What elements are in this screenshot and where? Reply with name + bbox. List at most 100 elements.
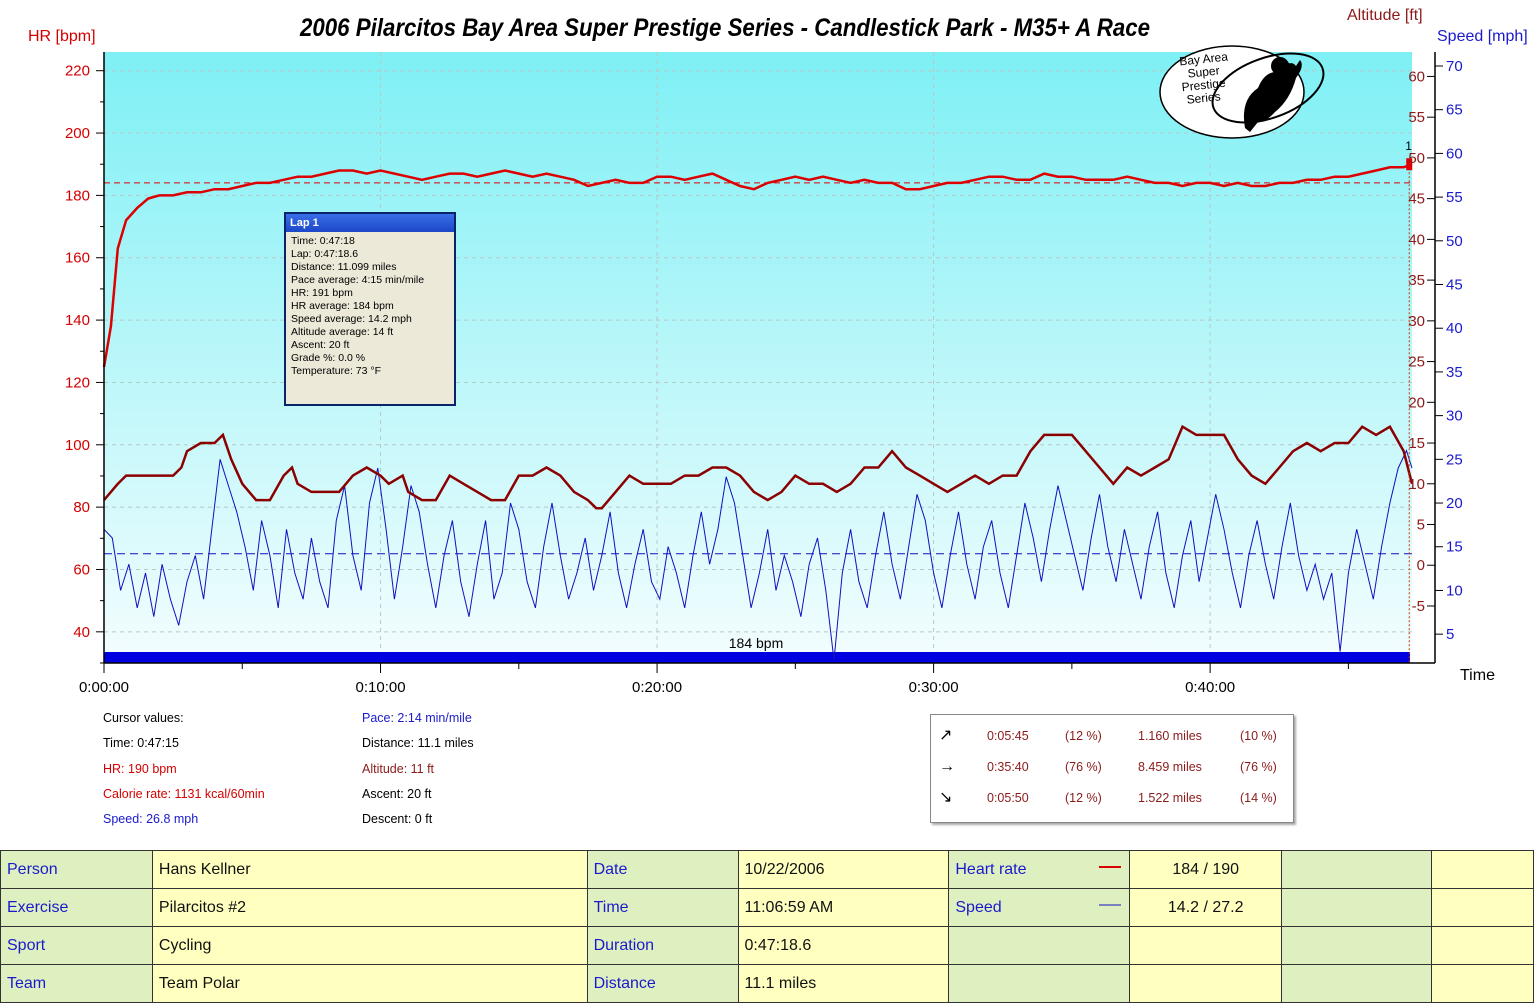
speed-series-line	[103, 449, 1413, 661]
hr-tick-label: 120	[65, 374, 90, 391]
duration-value: 0:47:18.6	[737, 926, 950, 965]
speed-tick-label: 60	[1446, 145, 1463, 162]
team-value: Team Polar	[151, 964, 588, 1003]
hr-tick-label: 80	[73, 499, 90, 516]
lap-popup-line: Pace average: 4:15 min/mile	[291, 274, 425, 286]
hr-average-bar	[104, 652, 1410, 663]
speed-tick-label: 40	[1446, 320, 1463, 337]
hr-tick-label: 60	[73, 561, 90, 578]
altitude-tick-label: 10	[1408, 476, 1425, 493]
altitude-tick-label: 0	[1417, 557, 1425, 574]
lap-popup-line: HR average: 184 bpm	[291, 300, 394, 312]
speed-tick-label: 5	[1446, 626, 1454, 643]
uphill-row: ↗ 0:05:45 (12 %) 1.160 miles (10 %)	[931, 726, 1293, 746]
info-row: Person Hans Kellner Date 10/22/2006 Hear…	[0, 850, 1534, 889]
cursor-ascent: Ascent: 20 ft	[362, 786, 432, 801]
flat-distance: 8.459 miles	[1138, 760, 1202, 774]
cursor-distance: Distance: 11.1 miles	[362, 736, 474, 751]
downhill-row: ↘ 0:05:50 (12 %) 1.522 miles (14 %)	[931, 788, 1293, 808]
flat-arrow-icon: →	[939, 758, 955, 775]
uphill-arrow-icon: ↗	[939, 727, 953, 744]
hr-tick-label: 200	[65, 125, 90, 142]
downhill-time-percent: (12 %)	[1065, 791, 1102, 805]
lap-popup-title: Lap 1	[286, 214, 454, 232]
uphill-distance-percent: (10 %)	[1240, 729, 1277, 743]
speed-tick-label: 35	[1446, 364, 1463, 381]
speed-tick-label: 55	[1446, 189, 1463, 206]
uphill-distance: 1.160 miles	[1138, 729, 1202, 743]
logo-line-2: Super	[1187, 63, 1220, 80]
y-axis-speed-label: Speed [mph]	[1437, 28, 1528, 45]
person-label: Person	[0, 850, 153, 889]
speed-legend-swatch	[1092, 888, 1131, 927]
altitude-tick-label: 50	[1408, 150, 1425, 167]
time-tick-label: 0:00:00	[79, 679, 129, 696]
lap-popup-line: Grade %: 0.0 %	[291, 352, 366, 364]
uphill-time-percent: (12 %)	[1065, 729, 1102, 743]
cursor-handle[interactable]	[1406, 158, 1413, 171]
hr-tick-label: 140	[65, 312, 90, 329]
axes: 2202001801601401201008060406055504540353…	[65, 52, 1463, 696]
speed-tick-label: 25	[1446, 451, 1463, 468]
cursor-values-column-1: Cursor values: Time: 0:47:15 HR: 190 bpm…	[103, 706, 265, 832]
empty-cell	[948, 926, 1131, 965]
lap-popup-line: Time: 0:47:18	[291, 235, 355, 247]
heart-rate-legend-swatch	[1092, 850, 1131, 889]
y-axis-altitude-label: Altitude [ft]	[1347, 7, 1423, 24]
altitude-tick-label: 30	[1408, 313, 1425, 330]
altitude-tick-label: 5	[1417, 517, 1425, 534]
chart-title: 2006 Pilarcitos Bay Area Super Prestige …	[299, 14, 1150, 42]
hr-tick-label: 100	[65, 437, 90, 454]
altitude-tick-label: 45	[1408, 191, 1425, 208]
empty-cell	[1281, 926, 1433, 965]
lap-popup-line: HR: 191 bpm	[291, 287, 353, 299]
exercise-info-table: Person Hans Kellner Date 10/22/2006 Hear…	[0, 850, 1534, 1003]
hr-series-line	[102, 163, 1413, 368]
altitude-tick-label: 35	[1408, 272, 1425, 289]
logo-line-4: Series	[1186, 89, 1221, 106]
cursor-values-heading: Cursor values:	[103, 711, 184, 725]
time-tick-label: 0:40:00	[1185, 679, 1235, 696]
heart-rate-value: 184 / 190	[1129, 850, 1283, 889]
lap-popup-line: Altitude average: 14 ft	[291, 326, 394, 338]
flat-row: → 0:35:40 (76 %) 8.459 miles (76 %)	[931, 757, 1293, 777]
cursor-calorie-rate: Calorie rate: 1131 kcal/60min	[103, 786, 265, 801]
y-axis-hr-label: HR [bpm]	[28, 28, 96, 45]
speed-label: Speed	[948, 888, 1093, 927]
slope-summary-box: ↗ 0:05:45 (12 %) 1.160 miles (10 %) → 0:…	[930, 714, 1294, 823]
flat-time: 0:35:40	[987, 760, 1029, 774]
altitude-tick-label: 15	[1408, 435, 1425, 452]
cursor-speed: Speed: 26.8 mph	[103, 812, 199, 827]
downhill-arrow-icon: ↘	[939, 789, 953, 806]
team-label: Team	[0, 964, 153, 1003]
distance-value: 11.1 miles	[737, 964, 950, 1003]
empty-cell	[1129, 926, 1283, 965]
speed-tick-label: 20	[1446, 495, 1463, 512]
hr-tick-label: 220	[65, 63, 90, 80]
date-value: 10/22/2006	[737, 850, 950, 889]
altitude-tick-label: 55	[1408, 109, 1425, 126]
speed-tick-label: 65	[1446, 102, 1463, 119]
sport-label: Sport	[0, 926, 153, 965]
sport-value: Cycling	[151, 926, 588, 965]
altitude-tick-label: 40	[1408, 231, 1425, 248]
logo-line-1: Bay Area	[1179, 49, 1229, 68]
altitude-tick-label: -5	[1412, 598, 1425, 615]
logo-line-3: Prestige	[1181, 76, 1227, 95]
downhill-time: 0:05:50	[987, 791, 1029, 805]
x-axis-label: Time	[1460, 667, 1495, 684]
lap-popup-line: Temperature: 73 °F	[291, 365, 381, 377]
info-row: Sport Cycling Duration 0:47:18.6	[0, 926, 1534, 965]
altitude-tick-label: 60	[1408, 68, 1425, 85]
empty-cell	[1129, 964, 1283, 1003]
empty-cell	[1281, 850, 1433, 889]
lap-summary-popup[interactable]: Lap 1 Time: 0:47:18 Lap: 0:47:18.6 Dista…	[284, 212, 456, 406]
lap-popup-line: Ascent: 20 ft	[291, 339, 350, 351]
date-label: Date	[586, 850, 739, 889]
hr-tick-label: 40	[73, 624, 90, 641]
speed-tick-label: 15	[1446, 539, 1463, 556]
cursor-descent: Descent: 0 ft	[362, 812, 433, 827]
speed-tick-label: 70	[1446, 58, 1463, 75]
empty-cell	[1281, 964, 1433, 1003]
time-value: 11:06:59 AM	[737, 888, 950, 927]
